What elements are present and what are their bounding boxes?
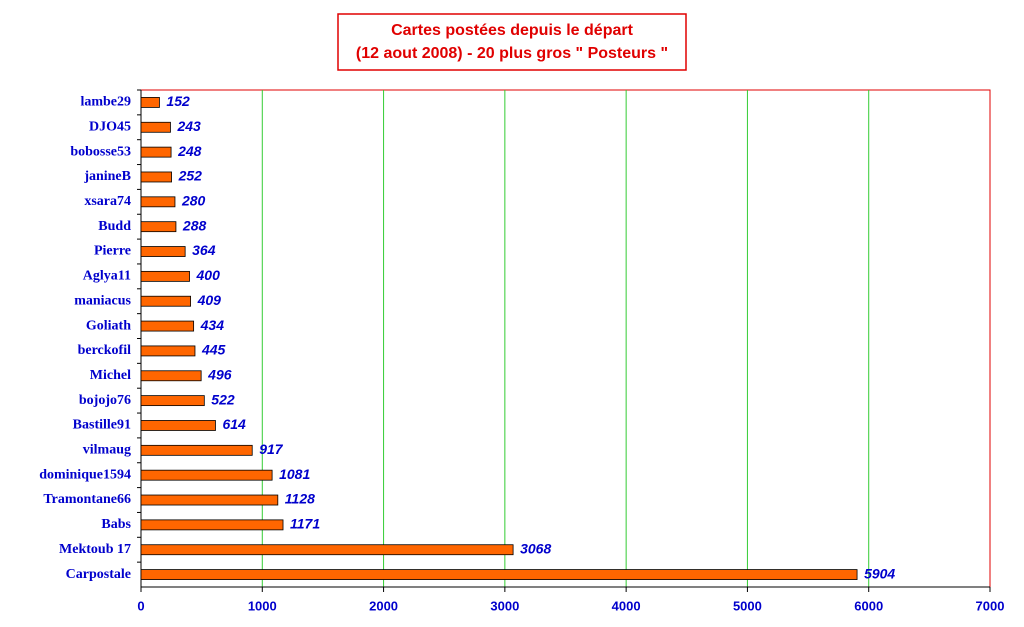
bar (140, 270, 190, 282)
bar (140, 420, 216, 431)
title-box (337, 13, 687, 71)
value-label: 917 (259, 441, 284, 457)
value-label: 400 (196, 267, 221, 283)
bar (140, 469, 273, 481)
y-tick-label: Michel (90, 368, 131, 383)
value-label: 1128 (285, 491, 315, 507)
x-tick-label: 0 (137, 598, 144, 613)
value-label: 5904 (864, 565, 895, 581)
x-tick-label: 1000 (248, 598, 277, 613)
bar (140, 494, 279, 506)
bar (140, 196, 176, 208)
x-tick-label: 6000 (854, 598, 883, 613)
value-label: 496 (207, 366, 232, 382)
y-tick-label: Tramontane66 (43, 492, 131, 507)
y-tick-label: DJO45 (89, 119, 131, 134)
x-tick-label: 4000 (612, 598, 641, 613)
x-tick-label: 7000 (976, 598, 1005, 613)
plot-area (140, 89, 991, 588)
x-tick-label: 5000 (733, 598, 762, 613)
value-label: 243 (176, 118, 201, 134)
bar (140, 519, 284, 531)
y-tick-label: Babs (101, 517, 131, 532)
value-label: 434 (200, 317, 225, 333)
y-tick-label: lambe29 (80, 95, 131, 110)
chart-title: Cartes postées depuis le départ (391, 22, 634, 39)
value-label: 280 (181, 193, 206, 209)
value-label: 152 (166, 93, 190, 109)
value-label: 288 (182, 217, 207, 233)
y-tick-label: Aglya11 (83, 269, 131, 284)
y-tick-label: bojojo76 (79, 393, 131, 408)
value-label: 445 (201, 342, 226, 358)
y-tick-label: Carpostale (66, 567, 131, 582)
bar (140, 121, 171, 133)
value-label: 252 (178, 168, 203, 184)
y-tick-label: berckofil (78, 343, 132, 358)
y-tick-label: janineB (83, 169, 131, 184)
value-label: 248 (177, 143, 202, 159)
y-tick-label: bobosse53 (70, 144, 131, 159)
bar (140, 444, 253, 456)
value-label: 614 (222, 416, 246, 432)
x-tick-label: 3000 (490, 598, 519, 613)
y-tick-label: Budd (98, 219, 131, 234)
y-tick-label: xsara74 (84, 194, 131, 209)
y-tick-label: maniacus (74, 293, 131, 308)
value-label: 522 (211, 391, 235, 407)
y-tick-label: Bastille91 (73, 418, 131, 433)
bar (140, 395, 205, 407)
bar (140, 146, 172, 158)
x-tick-label: 2000 (369, 598, 398, 613)
bar (140, 246, 186, 257)
bar (140, 345, 196, 357)
bar (140, 295, 192, 307)
value-label: 1171 (290, 516, 320, 532)
y-tick-label: Pierre (94, 244, 131, 259)
bar (140, 569, 858, 580)
bar (140, 171, 172, 183)
chart-title: (12 aout 2008) - 20 plus gros " Posteurs… (356, 45, 668, 62)
bar (140, 221, 177, 233)
y-tick-label: Mektoub 17 (59, 542, 131, 557)
y-tick-label: dominique1594 (39, 467, 131, 482)
value-label: 3068 (520, 540, 551, 556)
bar (140, 320, 195, 332)
bar (140, 370, 202, 382)
y-tick-label: Goliath (86, 318, 131, 333)
y-tick-label: vilmaug (83, 443, 131, 458)
bar (140, 544, 514, 556)
value-label: 1081 (279, 466, 310, 482)
bar (140, 97, 160, 108)
value-label: 364 (192, 242, 216, 258)
value-label: 409 (197, 292, 222, 308)
